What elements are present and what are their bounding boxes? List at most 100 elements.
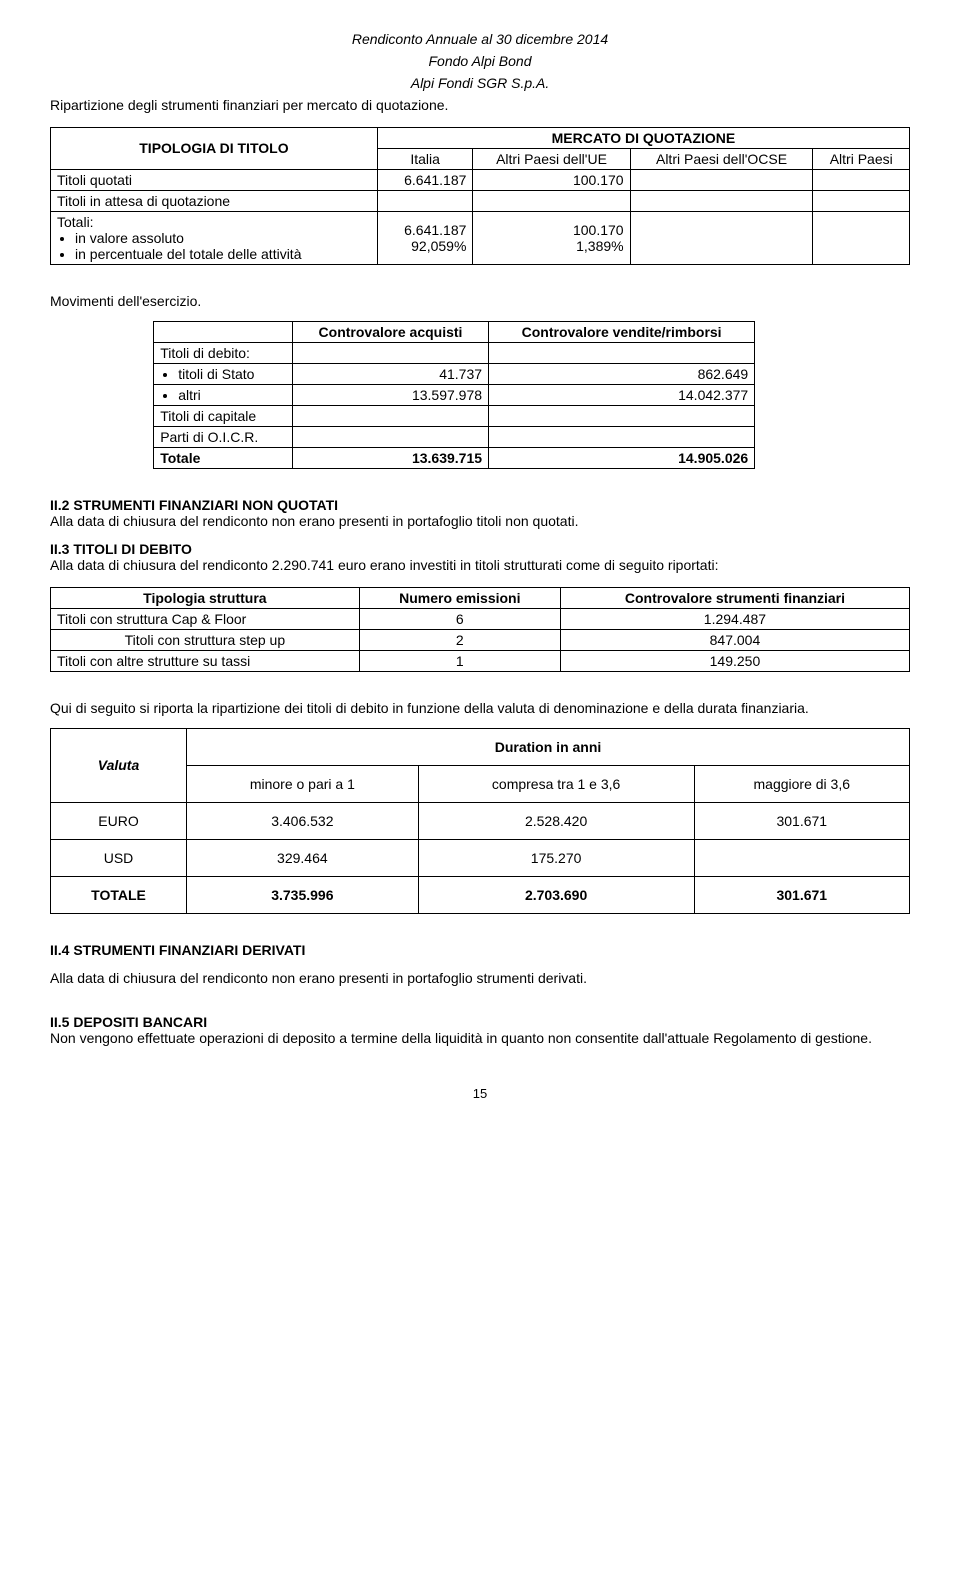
cell-val: 6.641.187 92,059% (377, 211, 473, 264)
cell: Titoli con altre strutture su tassi (51, 650, 360, 671)
cell: TOTALE (51, 876, 187, 913)
table-row: Titoli quotati 6.641.187 100.170 (51, 169, 910, 190)
table-tipologia: Tipologia struttura Numero emissioni Con… (50, 587, 910, 672)
cell-val (489, 405, 755, 426)
cell-val: 14.042.377 (489, 384, 755, 405)
th-duration: Duration in anni (187, 728, 910, 765)
cell-label: Titoli di debito: (154, 342, 293, 363)
cell: Titoli con struttura step up (51, 629, 360, 650)
cell: 1.294.487 (560, 608, 909, 629)
th: maggiore di 3,6 (694, 765, 909, 802)
cell: 1 (359, 650, 560, 671)
th-ue: Altri Paesi dell'UE (473, 148, 630, 169)
table-row: Titoli di capitale (154, 405, 755, 426)
cell: 301.671 (694, 802, 909, 839)
table-row: USD 329.464 175.270 (51, 839, 910, 876)
movimenti-label: Movimenti dell'esercizio. (50, 293, 910, 309)
cell: EURO (51, 802, 187, 839)
cell-val (473, 190, 630, 211)
cell: 329.464 (187, 839, 419, 876)
cell-val (292, 426, 488, 447)
cell-val (813, 169, 910, 190)
sec5-text: Non vengono effettuate operazioni di dep… (50, 1030, 910, 1046)
th: Numero emissioni (359, 587, 560, 608)
cell-val (630, 190, 813, 211)
cell-val: 862.649 (489, 363, 755, 384)
table-row: altri 13.597.978 14.042.377 (154, 384, 755, 405)
sec5-title: II.5 DEPOSITI BANCARI (50, 1014, 207, 1030)
sec3-text: Alla data di chiusura del rendiconto 2.2… (50, 557, 719, 573)
cell-val (292, 342, 488, 363)
cell-label: Titoli di capitale (154, 405, 293, 426)
cell (694, 839, 909, 876)
cell: 2 (359, 629, 560, 650)
sec2: II.2 STRUMENTI FINANZIARI NON QUOTATI Al… (50, 497, 910, 529)
cell-val: 41.737 (292, 363, 488, 384)
cell: 3.406.532 (187, 802, 419, 839)
val: 92,059% (384, 238, 467, 254)
totali-bullet: in valore assoluto (75, 230, 371, 246)
val: 100.170 (479, 222, 623, 238)
table-row: Totale 13.639.715 14.905.026 (154, 447, 755, 468)
blank-header (154, 321, 293, 342)
col-tipologia: TIPOLOGIA DI TITOLO (51, 127, 378, 169)
val: 6.641.187 (384, 222, 467, 238)
cell-val (630, 211, 813, 264)
header-line2: Fondo Alpi Bond (50, 52, 910, 70)
cell: 2.703.690 (418, 876, 694, 913)
th: minore o pari a 1 (187, 765, 419, 802)
cell-val: 14.905.026 (489, 447, 755, 468)
table-mercato: TIPOLOGIA DI TITOLO MERCATO DI QUOTAZION… (50, 127, 910, 265)
table-row: Titoli con altre strutture su tassi 1 14… (51, 650, 910, 671)
sec5: II.5 DEPOSITI BANCARI Non vengono effett… (50, 1014, 910, 1046)
cell: 847.004 (560, 629, 909, 650)
page-number: 15 (50, 1086, 910, 1101)
sec2-text: Alla data di chiusura del rendiconto non… (50, 513, 578, 529)
sec2-title: II.2 STRUMENTI FINANZIARI NON QUOTATI (50, 497, 338, 513)
totali-label: Totali: (57, 214, 94, 230)
table-row: TOTALE 3.735.996 2.703.690 301.671 (51, 876, 910, 913)
cell-label: Titoli quotati (51, 169, 378, 190)
table-movimenti: Controvalore acquisti Controvalore vendi… (153, 321, 755, 469)
header-line3: Alpi Fondi SGR S.p.A. (50, 74, 910, 92)
cell-val: 100.170 (473, 169, 630, 190)
cell-val: 100.170 1,389% (473, 211, 630, 264)
table-row: Parti di O.I.C.R. (154, 426, 755, 447)
cell: 301.671 (694, 876, 909, 913)
intro-text: Ripartizione degli strumenti finanziari … (50, 97, 910, 113)
th: compresa tra 1 e 3,6 (418, 765, 694, 802)
table-duration: Valuta Duration in anni minore o pari a … (50, 728, 910, 914)
bullet: altri (178, 387, 286, 403)
cell-val (813, 190, 910, 211)
cell-val: 6.641.187 (377, 169, 473, 190)
th-valuta: Valuta (51, 728, 187, 802)
th-vendite: Controvalore vendite/rimborsi (489, 321, 755, 342)
bullet: titoli di Stato (178, 366, 286, 382)
cell-label: Titoli in attesa di quotazione (51, 190, 378, 211)
duration-intro: Qui di seguito si riporta la ripartizion… (50, 700, 910, 716)
th-ocse: Altri Paesi dell'OCSE (630, 148, 813, 169)
cell-val: 13.597.978 (292, 384, 488, 405)
table-row: Titoli con struttura step up 2 847.004 (51, 629, 910, 650)
cell-val (292, 405, 488, 426)
cell-val (630, 169, 813, 190)
sec4-text: Alla data di chiusura del rendiconto non… (50, 970, 910, 986)
th-italia: Italia (377, 148, 473, 169)
cell: 175.270 (418, 839, 694, 876)
cell-totali: Totali: in valore assoluto in percentual… (51, 211, 378, 264)
cell-label: titoli di Stato (154, 363, 293, 384)
table-row: Titoli di debito: (154, 342, 755, 363)
table-row: EURO 3.406.532 2.528.420 301.671 (51, 802, 910, 839)
cell-label: Totale (154, 447, 293, 468)
sec3-title: II.3 TITOLI DI DEBITO (50, 541, 192, 557)
col-mercato: MERCATO DI QUOTAZIONE (377, 127, 909, 148)
cell: 2.528.420 (418, 802, 694, 839)
cell-val (489, 342, 755, 363)
sec4-title: II.4 STRUMENTI FINANZIARI DERIVATI (50, 942, 910, 958)
th-altri: Altri Paesi (813, 148, 910, 169)
th: Controvalore strumenti finanziari (560, 587, 909, 608)
table-row: Totali: in valore assoluto in percentual… (51, 211, 910, 264)
th-acquisti: Controvalore acquisti (292, 321, 488, 342)
cell-label: altri (154, 384, 293, 405)
table-row: Titoli con struttura Cap & Floor 6 1.294… (51, 608, 910, 629)
